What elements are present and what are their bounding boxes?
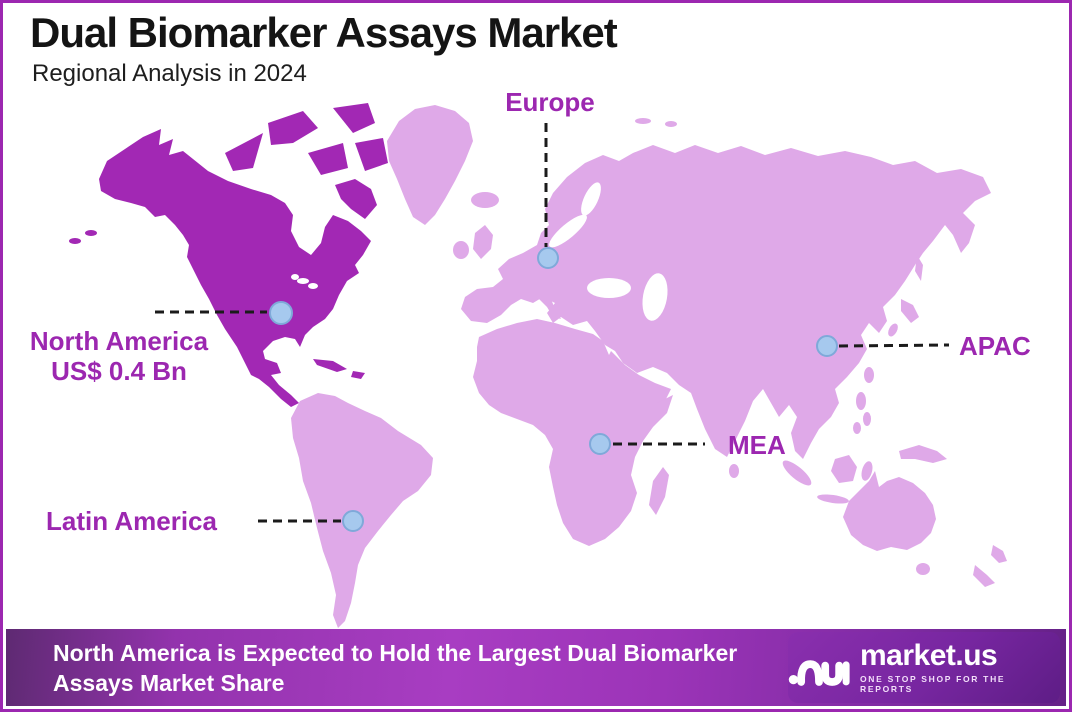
mea-marker bbox=[589, 433, 611, 455]
markers bbox=[269, 247, 838, 532]
market-us-logo-icon bbox=[788, 659, 850, 686]
north-america-label: North America US$ 0.4 Bn bbox=[19, 326, 219, 386]
apac-connector bbox=[838, 343, 950, 348]
footer-banner: North America is Expected to Hold the La… bbox=[6, 629, 1066, 706]
north-america-label-value: US$ 0.4 Bn bbox=[51, 356, 187, 386]
header: Dual Biomarker Assays Market Regional An… bbox=[30, 9, 618, 87]
north-america-label-name: North America bbox=[29, 326, 209, 356]
north-america-marker bbox=[269, 301, 293, 325]
europe-marker bbox=[537, 247, 559, 269]
page-subtitle: Regional Analysis in 2024 bbox=[32, 60, 307, 87]
mea-label: MEA bbox=[728, 430, 786, 460]
world-map bbox=[69, 103, 1007, 628]
latin-america-marker bbox=[342, 510, 364, 532]
apac-marker bbox=[816, 335, 838, 357]
apac-label: APAC bbox=[959, 331, 1031, 361]
latin-america-label: Latin America bbox=[46, 506, 217, 536]
europe-label: Europe bbox=[505, 87, 595, 117]
map-sea-cutouts bbox=[549, 182, 668, 321]
connectors bbox=[155, 123, 950, 523]
brand-tagline: ONE STOP SHOP FOR THE REPORTS bbox=[860, 674, 1006, 694]
market-us-logo: market.us ONE STOP SHOP FOR THE REPORTS bbox=[788, 632, 1060, 703]
market-us-logo-text: market.us ONE STOP SHOP FOR THE REPORTS bbox=[860, 639, 1060, 695]
page-title: Dual Biomarker Assays Market bbox=[30, 9, 618, 56]
map-north-america-highlight bbox=[69, 103, 388, 407]
brand-name: market.us bbox=[860, 639, 998, 672]
map-base-landmasses bbox=[291, 105, 1007, 628]
banner-text: North America is Expected to Hold the La… bbox=[53, 639, 738, 696]
